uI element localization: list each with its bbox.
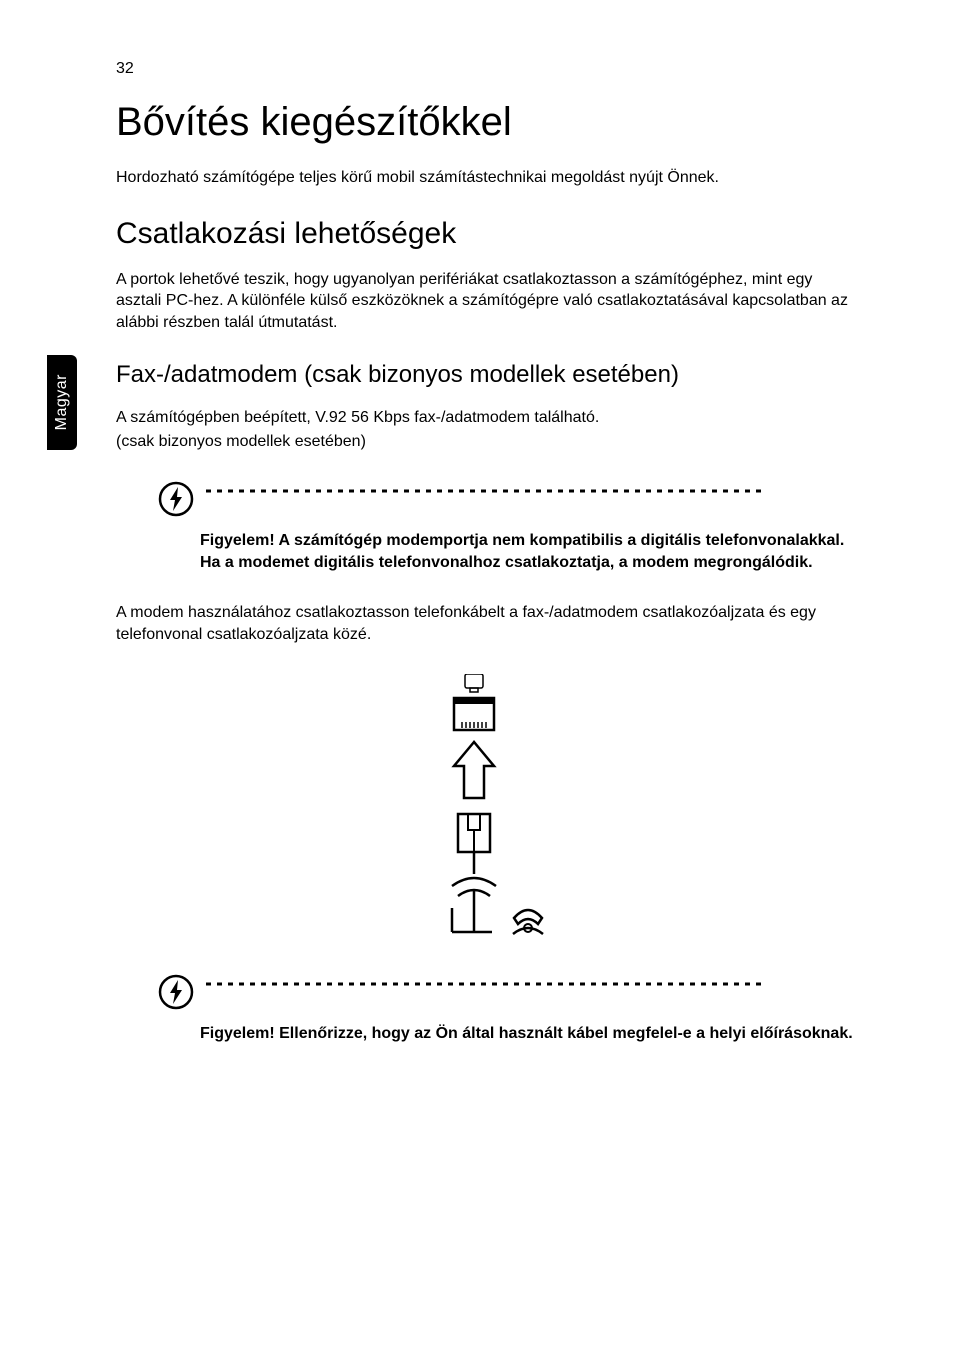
language-tab-label: Magyar [53, 374, 71, 430]
warning-note-1: Figyelem! A számítógép modemportja nem k… [116, 481, 856, 575]
page-content: Bővítés kiegészítőkkel Hordozható számít… [116, 100, 856, 1073]
warning-note-2-text: Figyelem! Ellenőrizze, hogy az Ön által … [200, 1023, 856, 1045]
page-title: Bővítés kiegészítőkkel [116, 100, 856, 145]
warning-note-2: Figyelem! Ellenőrizze, hogy az Ön által … [116, 974, 856, 1045]
section-connectivity-title: Csatlakozási lehetőségek [116, 217, 856, 251]
modem-para-2: (csak bizonyos modellek esetében) [116, 431, 856, 453]
dashed-divider [206, 974, 766, 992]
modem-para-3: A modem használatához csatlakoztasson te… [116, 602, 856, 645]
dashed-divider [206, 481, 766, 499]
section-modem-title: Fax-/adatmodem (csak bizonyos modellek e… [116, 361, 856, 389]
language-tab: Magyar [47, 355, 77, 450]
modem-para-1: A számítógépben beépített, V.92 56 Kbps … [116, 407, 856, 429]
modem-connection-diagram [416, 674, 556, 954]
warning-note-1-text: Figyelem! A számítógép modemportja nem k… [200, 530, 856, 575]
page-number: 32 [116, 60, 134, 78]
lightning-icon [158, 481, 194, 522]
section-connectivity-para: A portok lehetővé teszik, hogy ugyanolya… [116, 269, 856, 334]
lightning-icon [158, 974, 194, 1015]
intro-paragraph: Hordozható számítógépe teljes körű mobil… [116, 167, 856, 189]
